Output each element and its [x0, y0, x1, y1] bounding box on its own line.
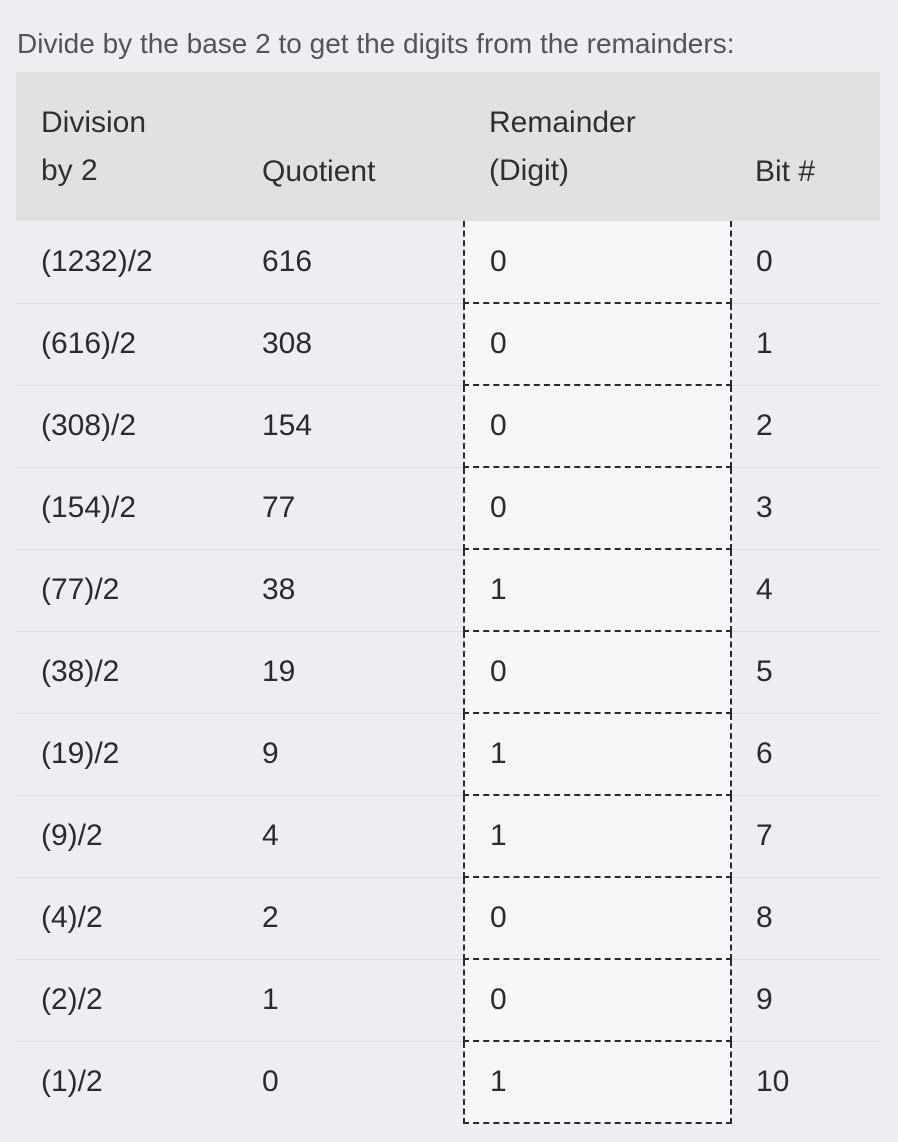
- header-remainder-line1: Remainder: [489, 105, 636, 139]
- bit-cell: 4: [731, 549, 880, 632]
- table-row: (9)/2 4 1 7: [16, 795, 880, 878]
- header-quotient: Quotient: [262, 155, 376, 188]
- header-division-line1: Division: [41, 105, 147, 139]
- bit-cell: 3: [731, 467, 880, 550]
- bit-cell: 0: [731, 221, 880, 304]
- table-row: (2)/2 1 0 9: [16, 959, 880, 1042]
- division-cell: (1232)/2: [16, 221, 237, 304]
- remainder-cell: 1: [463, 1041, 732, 1124]
- remainder-cell: 0: [463, 877, 732, 960]
- remainder-cell: 0: [463, 959, 732, 1042]
- bit-cell: 6: [731, 713, 880, 796]
- quotient-cell: 19: [237, 631, 464, 714]
- division-cell: (2)/2: [16, 959, 237, 1042]
- division-cell: (77)/2: [16, 549, 237, 632]
- division-cell: (19)/2: [16, 713, 237, 796]
- remainder-cell: 0: [463, 385, 732, 468]
- quotient-cell: 4: [237, 795, 464, 878]
- header-division: Division by 2: [16, 72, 237, 221]
- division-cell: (308)/2: [16, 385, 237, 468]
- bit-cell: 7: [731, 795, 880, 878]
- table-row: (4)/2 2 0 8: [16, 877, 880, 960]
- division-cell: (9)/2: [16, 795, 237, 878]
- bit-cell: 5: [731, 631, 880, 714]
- header-remainder-line2: (Digit): [489, 153, 569, 187]
- remainder-cell: 0: [463, 631, 732, 714]
- table-row: (308)/2 154 0 2: [16, 385, 880, 468]
- remainder-cell: 0: [463, 467, 732, 550]
- table-row: (154)/2 77 0 3: [16, 467, 880, 550]
- remainder-cell: 1: [463, 549, 732, 632]
- remainder-cell: 0: [463, 303, 732, 386]
- table-row: (38)/2 19 0 5: [16, 631, 880, 714]
- bit-cell: 1: [731, 303, 880, 386]
- quotient-cell: 308: [237, 303, 464, 386]
- header-division-line2: by 2: [41, 153, 98, 187]
- remainder-cell: 1: [463, 795, 732, 878]
- bit-cell: 2: [731, 385, 880, 468]
- remainder-cell: 0: [463, 221, 732, 304]
- remainder-cell: 1: [463, 713, 732, 796]
- division-table: Division by 2 Quotient Remainder (Digit)…: [16, 72, 880, 1124]
- quotient-cell: 2: [237, 877, 464, 960]
- division-cell: (154)/2: [16, 467, 237, 550]
- division-cell: (38)/2: [16, 631, 237, 714]
- instruction-text: Divide by the base 2 to get the digits f…: [17, 28, 735, 59]
- table-header: Division by 2 Quotient Remainder (Digit)…: [16, 72, 880, 221]
- bit-cell: 8: [731, 877, 880, 960]
- quotient-cell: 1: [237, 959, 464, 1042]
- bit-cell: 10: [756, 1065, 790, 1099]
- header-remainder: Remainder (Digit): [464, 72, 731, 221]
- quotient-cell: 154: [237, 385, 464, 468]
- quotient-cell: 77: [237, 467, 464, 550]
- division-cell: (1)/2: [41, 1065, 103, 1099]
- header-row: Division by 2 Quotient Remainder (Digit)…: [16, 72, 880, 221]
- quotient-cell: 9: [237, 713, 464, 796]
- table-row: (616)/2 308 0 1: [16, 303, 880, 386]
- table-row: (19)/2 9 1 6: [16, 713, 880, 796]
- quotient-cell: 616: [237, 221, 464, 304]
- bit-cell: 9: [731, 959, 880, 1042]
- division-cell: (616)/2: [16, 303, 237, 386]
- table-row: (1)/2 0 1 10: [16, 1041, 880, 1124]
- division-cell: (4)/2: [16, 877, 237, 960]
- quotient-cell: 38: [237, 549, 464, 632]
- header-bit: Bit #: [755, 155, 816, 188]
- table-row: (77)/2 38 1 4: [16, 549, 880, 632]
- table-body: (1232)/2 616 0 0 (616)/2 308 0 1 (308)/2 154 0 2 (15…: [16, 221, 880, 1124]
- table-row: (1232)/2 616 0 0: [16, 221, 880, 304]
- quotient-cell: 0: [262, 1065, 279, 1099]
